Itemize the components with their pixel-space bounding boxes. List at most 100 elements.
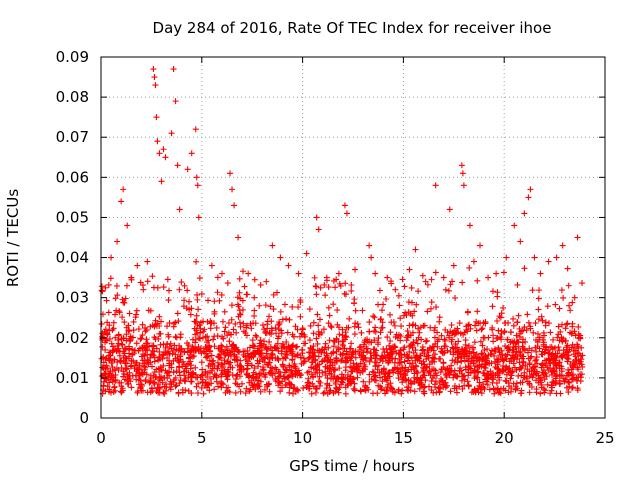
data-point: [387, 337, 394, 344]
data-point: [575, 350, 582, 357]
data-point: [329, 359, 336, 366]
data-point: [461, 382, 468, 389]
data-point: [470, 360, 477, 367]
data-point: [236, 349, 243, 356]
data-point: [518, 328, 525, 335]
data-point: [481, 346, 488, 353]
data-point: [375, 382, 382, 389]
data-point: [577, 334, 584, 341]
data-point: [298, 330, 305, 337]
data-point: [108, 340, 115, 347]
data-point: [299, 325, 306, 332]
data-point: [126, 310, 133, 317]
data-point: [372, 328, 379, 335]
data-point: [341, 336, 348, 343]
data-point: [570, 376, 577, 383]
data-point: [202, 379, 209, 386]
data-point: [198, 359, 205, 366]
data-point: [278, 330, 285, 337]
data-point: [141, 352, 148, 359]
data-point: [100, 359, 107, 366]
data-point: [180, 368, 187, 375]
data-point: [430, 366, 437, 373]
data-point: [459, 346, 466, 353]
data-point: [221, 308, 228, 315]
data-point: [442, 370, 449, 377]
data-point: [565, 389, 572, 396]
data-point: [343, 291, 350, 298]
data-point: [490, 338, 497, 345]
data-point: [257, 342, 264, 349]
data-point: [153, 345, 160, 352]
data-point: [509, 368, 516, 375]
data-point: [297, 313, 304, 320]
data-point: [189, 343, 196, 350]
data-point: [466, 222, 473, 229]
data-point: [438, 348, 445, 355]
data-point: [472, 373, 479, 380]
data-point: [548, 351, 555, 358]
data-point: [132, 314, 139, 321]
data-point: [279, 316, 286, 323]
data-point: [118, 341, 125, 348]
data-point: [397, 347, 404, 354]
data-point: [513, 380, 520, 387]
data-point: [366, 328, 373, 335]
data-point: [335, 344, 342, 351]
data-point: [279, 361, 286, 368]
data-point: [333, 355, 340, 362]
data-point: [332, 284, 339, 291]
data-point: [461, 353, 468, 360]
data-point: [175, 389, 182, 396]
data-point: [552, 375, 559, 382]
data-point: [577, 378, 584, 385]
data-point: [519, 336, 526, 343]
data-point: [242, 353, 249, 360]
data-point: [395, 375, 402, 382]
data-point: [413, 301, 420, 308]
data-point: [539, 317, 546, 324]
data-point: [104, 330, 111, 337]
data-point: [409, 322, 416, 329]
data-point: [421, 388, 428, 395]
data-point: [307, 345, 314, 352]
data-point: [371, 346, 378, 353]
data-point: [379, 355, 386, 362]
data-point: [485, 371, 492, 378]
data-point: [521, 346, 528, 353]
data-point: [424, 308, 431, 315]
data-point: [379, 324, 386, 331]
data-point: [392, 286, 399, 293]
data-point: [338, 371, 345, 378]
data-point: [325, 304, 332, 311]
data-point: [397, 333, 404, 340]
data-point: [99, 343, 106, 350]
data-point: [524, 373, 531, 380]
data-point: [571, 362, 578, 369]
data-point: [377, 374, 384, 381]
data-point: [215, 353, 222, 360]
data-point: [215, 383, 222, 390]
data-point: [440, 381, 447, 388]
data-point: [146, 379, 153, 386]
data-point: [432, 351, 439, 358]
data-point: [151, 348, 158, 355]
data-point: [515, 312, 522, 319]
data-point: [414, 340, 421, 347]
data-point: [366, 371, 373, 378]
data-point: [230, 342, 237, 349]
chart-title: Day 284 of 2016, Rate Of TEC Index for r…: [153, 19, 552, 37]
data-point: [337, 357, 344, 364]
data-point: [415, 334, 422, 341]
data-point: [562, 325, 569, 332]
data-point: [479, 325, 486, 332]
data-point: [352, 307, 359, 314]
data-point: [403, 384, 410, 391]
data-point: [233, 372, 240, 379]
data-point: [228, 316, 235, 323]
data-point: [144, 258, 151, 265]
data-point: [474, 369, 481, 376]
data-point: [162, 154, 169, 161]
data-point: [245, 374, 252, 381]
